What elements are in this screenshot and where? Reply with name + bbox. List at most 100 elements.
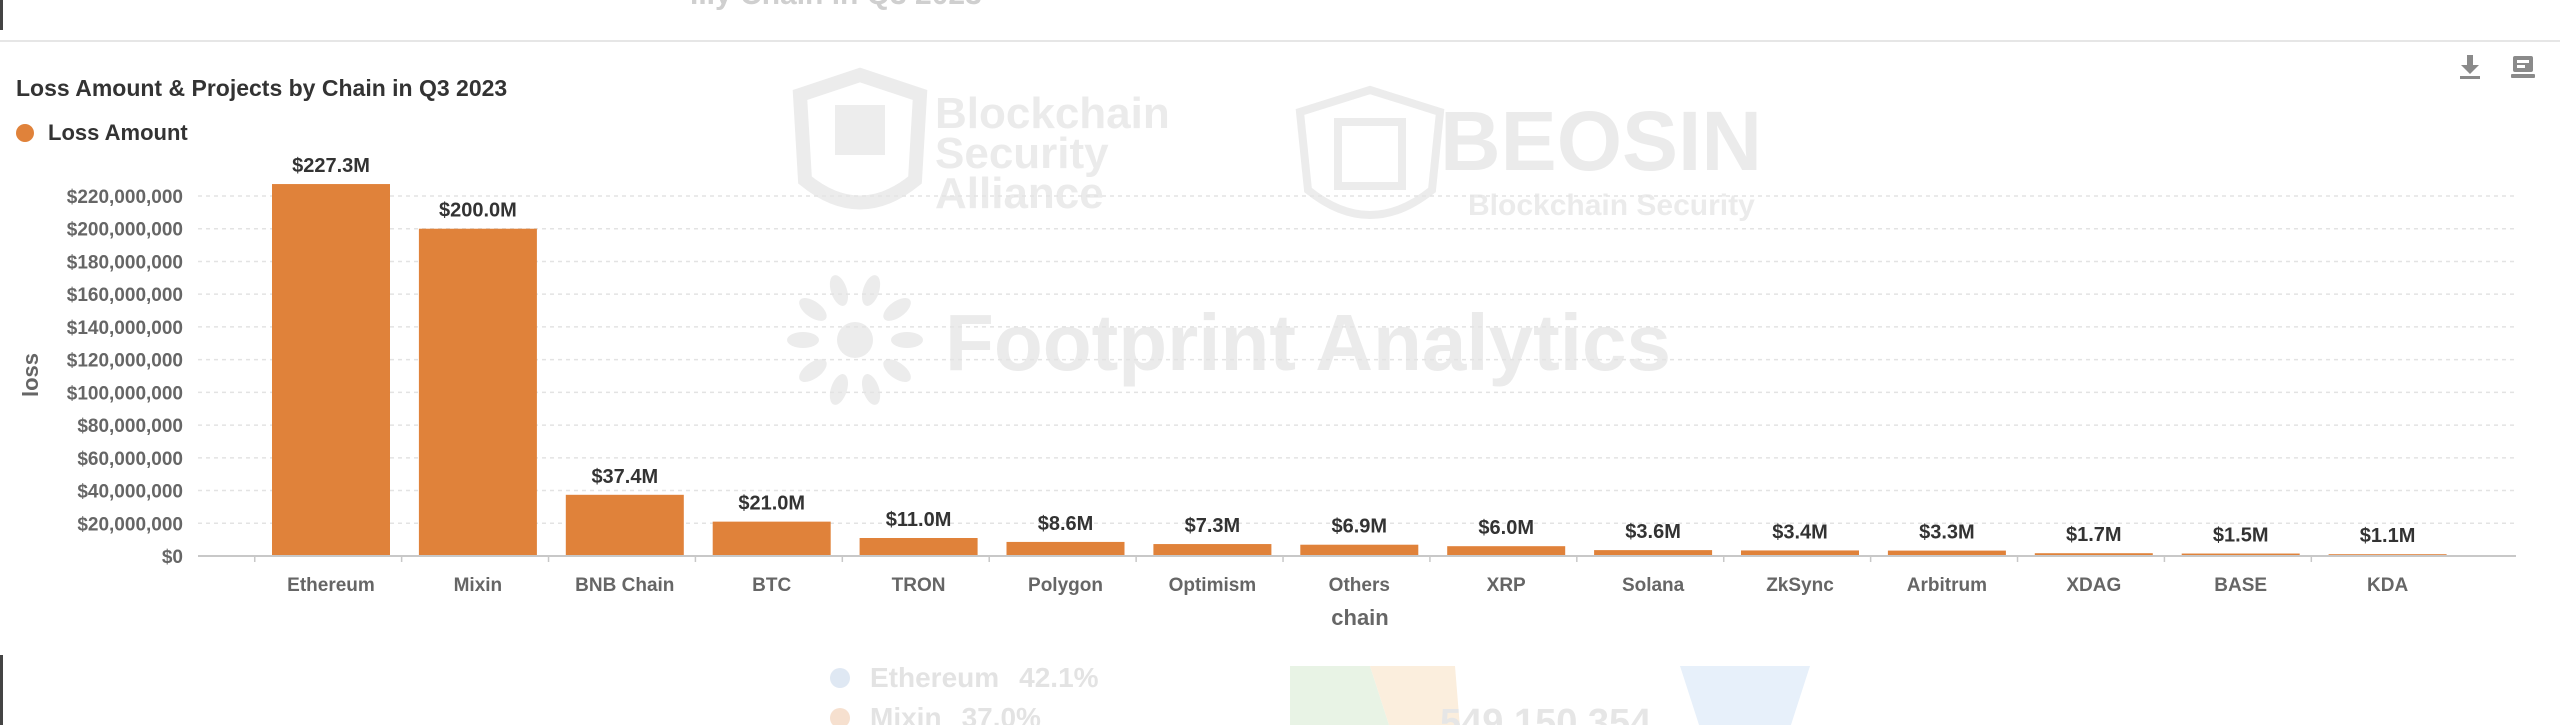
bar <box>1300 544 1419 556</box>
y-axis-title: loss <box>18 353 43 397</box>
next-legend-name: Ethereum <box>870 662 1000 693</box>
data-label: $1.7M <box>2066 524 2122 546</box>
bar <box>2034 553 2153 556</box>
legend-label: Loss Amount <box>48 120 188 145</box>
bar <box>1594 550 1713 556</box>
footprint-logo-petal <box>891 332 923 348</box>
y-tick-label: $80,000,000 <box>77 416 183 437</box>
next-legend-dot <box>830 668 850 688</box>
next-legend-dot <box>830 708 850 725</box>
x-tick-label: Ethereum <box>287 575 375 596</box>
footprint-logo-petal <box>829 374 849 405</box>
chart-legend[interactable]: Loss Amount <box>16 120 188 146</box>
data-label: $3.4M <box>1772 521 1828 543</box>
download-button[interactable] <box>2455 52 2485 82</box>
data-label: $6.9M <box>1332 516 1388 538</box>
y-tick-label: $200,000,000 <box>67 220 183 241</box>
bar <box>712 521 831 556</box>
x-tick-label: KDA <box>2367 575 2408 596</box>
y-tick-label: $180,000,000 <box>67 252 183 273</box>
data-label: $1.5M <box>2213 525 2269 547</box>
x-tick-label: Optimism <box>1169 575 1257 596</box>
previous-panel-strip: ...y Chain in Q3 2023 <box>0 0 2560 42</box>
data-labels: $227.3M $200.0M $37.4M $21.0M $11.0M $8.6M $7.… <box>292 155 2415 547</box>
footprint-logo-petal <box>829 275 849 306</box>
x-tick-label: Arbitrum <box>1907 575 1987 596</box>
x-tick-label: Mixin <box>454 575 503 596</box>
x-tick-label: ZkSync <box>1766 575 1834 596</box>
legend-swatch <box>16 124 34 142</box>
x-tick-label: BASE <box>2214 575 2267 596</box>
data-label: $227.3M <box>292 155 370 177</box>
beosin-watermark-name: BEOSIN <box>1440 94 1762 188</box>
footprint-logo-petal <box>861 374 881 405</box>
x-tick-label: Polygon <box>1028 575 1103 596</box>
y-tick-label: $20,000,000 <box>77 514 183 535</box>
download-icon <box>2460 55 2480 79</box>
bar <box>2181 553 2300 556</box>
footprint-logo-petal <box>787 332 819 348</box>
bar <box>1153 544 1272 556</box>
data-label: $8.6M <box>1038 513 1094 535</box>
data-label: $21.0M <box>738 493 805 515</box>
y-tick-label: $100,000,000 <box>67 383 183 404</box>
x-tick-label: XRP <box>1487 575 1526 596</box>
y-tick-label: $0 <box>162 547 183 568</box>
data-label: $200.0M <box>439 200 517 222</box>
next-legend-name: Mixin <box>870 702 942 725</box>
bar <box>1887 550 2006 556</box>
next-panel-legend: Ethereum 42.1% Mixin 37.0% <box>830 658 1099 725</box>
y-axis-ticks: $0 $20,000,000 $40,000,000 $60,000,000 $80,0… <box>67 187 183 568</box>
y-tick-label: $140,000,000 <box>67 318 183 339</box>
x-tick-label: BTC <box>752 575 791 596</box>
bar <box>859 538 978 556</box>
app-icon <box>2511 56 2535 78</box>
next-panel-pie-fragment <box>1290 666 1810 725</box>
x-tick-label: XDAG <box>2066 575 2121 596</box>
next-legend-row: Ethereum 42.1% <box>830 658 1099 698</box>
x-axis-title: chain <box>1331 605 1388 630</box>
bar-series <box>272 184 2447 557</box>
bar <box>565 494 684 556</box>
data-label: $11.0M <box>886 509 952 531</box>
x-tick-label: BNB Chain <box>575 575 674 596</box>
data-label: $3.6M <box>1625 521 1681 543</box>
footprint-watermark-text: Footprint Analytics <box>945 298 1671 387</box>
bar <box>418 228 537 556</box>
chart-title: Loss Amount & Projects by Chain in Q3 20… <box>16 75 508 101</box>
y-tick-label: $40,000,000 <box>77 482 183 503</box>
footprint-logo-petal <box>799 359 827 382</box>
y-tick-label: $160,000,000 <box>67 285 183 306</box>
next-panel-number: 549,150,354 <box>1440 702 1652 725</box>
x-tick-label: Others <box>1329 575 1390 596</box>
previous-panel-title-cut: ...y Chain in Q3 2023 <box>690 0 982 12</box>
footprint-logo-center <box>837 322 873 358</box>
bar <box>1006 541 1125 556</box>
panel-left-edge-bottom <box>0 655 3 725</box>
x-tick-label: Solana <box>1622 575 1685 596</box>
y-tick-label: $120,000,000 <box>67 351 183 372</box>
bar <box>1741 550 1859 556</box>
y-tick-label: $220,000,000 <box>67 187 183 208</box>
beosin-watermark-sub: Blockchain Security <box>1468 189 1755 222</box>
data-label: $7.3M <box>1185 515 1241 537</box>
footprint-logo-petal <box>861 275 881 306</box>
bsa-watermark-line: Alliance <box>935 169 1104 218</box>
grid-lines <box>198 195 2516 525</box>
footprint-logo-petal <box>883 359 911 382</box>
data-label: $1.1M <box>2360 525 2416 547</box>
app-menu-button[interactable] <box>2508 52 2538 82</box>
panel-left-edge <box>0 0 3 30</box>
beosin-logo-icon <box>1295 85 1445 219</box>
bar <box>272 184 390 556</box>
bsa-watermark-line: Blockchain <box>935 89 1170 138</box>
data-label: $6.0M <box>1478 517 1534 539</box>
footprint-logo-petal <box>883 298 911 321</box>
footprint-logo-petal <box>799 298 827 321</box>
x-tick-label: TRON <box>892 575 946 596</box>
x-axis-ticks: Ethereum Mixin BNB Chain BTC TRON Polygon Opti… <box>253 556 2408 596</box>
bar <box>1447 546 1566 556</box>
next-legend-value: 42.1% <box>1019 662 1099 693</box>
